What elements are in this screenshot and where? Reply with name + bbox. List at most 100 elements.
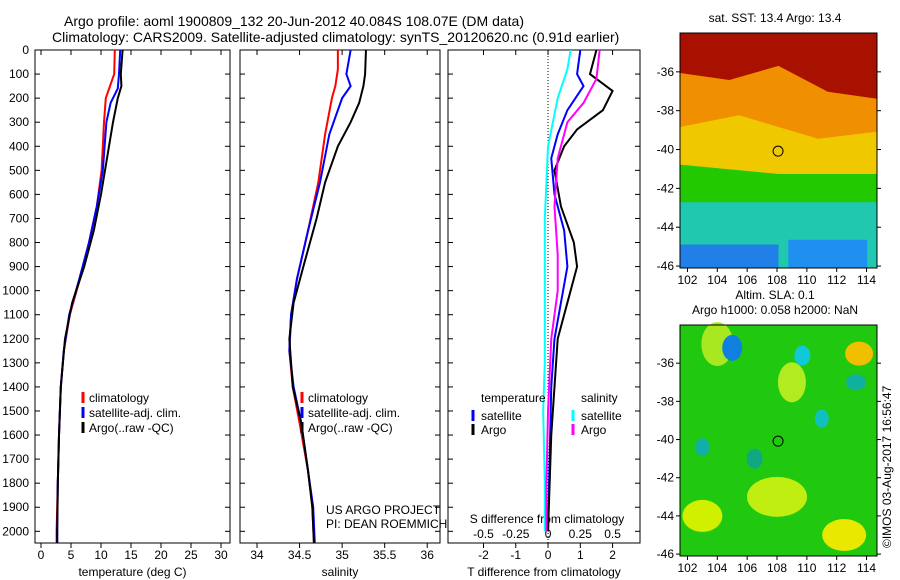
- plot-frame: [447, 49, 641, 544]
- y-tick-label: 1000: [2, 284, 29, 298]
- sla-negative-anomaly: [846, 374, 867, 391]
- legend-label: Argo(..raw -QC): [89, 421, 174, 435]
- series-group: [288, 50, 367, 543]
- lat-tick-label: -36: [657, 65, 675, 79]
- sst-cold-patch: [788, 239, 868, 268]
- y-tick-label: 2000: [2, 524, 29, 538]
- y-tick-label: 300: [9, 115, 29, 129]
- lat-tick-label: -36: [657, 356, 675, 370]
- lat-tick-label: -38: [657, 394, 675, 408]
- lat-tick-label: -42: [657, 181, 675, 195]
- salinity-panel: 34 34.5 35 35.5 36 salinity climatologysatelli…: [239, 49, 441, 579]
- lon-tick-label: 112: [827, 561, 846, 575]
- x2-tick-label: -0.25: [502, 527, 530, 541]
- lat-tick-label: -40: [657, 433, 675, 447]
- y-tick-label: 1100: [3, 308, 29, 322]
- y-tick-label: 1700: [2, 452, 29, 466]
- x-tick-label: 1: [577, 548, 584, 562]
- sla-positive-anomaly: [845, 341, 874, 366]
- sla-negative-anomaly: [746, 448, 763, 469]
- x-tick-label: -1: [510, 548, 521, 562]
- y-tick-label: 700: [9, 211, 29, 225]
- x2-tick-label: 0: [545, 527, 552, 541]
- project-credit: US ARGO PROJECT: [326, 503, 441, 517]
- lon-tick-label: 102: [677, 561, 697, 575]
- lon-tick-label: 112: [827, 273, 846, 287]
- series-line-argo-raw-qc-: [56, 50, 124, 543]
- x-tick-label: 15: [124, 548, 138, 562]
- series-group: [55, 50, 124, 543]
- x2-tick-label: 0.25: [569, 527, 593, 541]
- legend-heading-salinity: salinity: [581, 391, 618, 405]
- legend-label: satellite-adj. clim.: [308, 406, 400, 420]
- map-subtitle: Argo h1000: 0.058 h2000: NaN: [692, 303, 858, 317]
- lon-tick-label: 106: [737, 561, 757, 575]
- series-line-t-argo: [547, 50, 614, 532]
- lon-tick-label: 104: [707, 561, 727, 575]
- lat-tick-label: -40: [657, 143, 675, 157]
- x-axis-label: temperature (deg C): [78, 565, 186, 579]
- legend-label: Argo: [581, 423, 607, 437]
- x-tick-label: 0: [38, 548, 45, 562]
- sla-negative-anomaly: [722, 334, 743, 361]
- x-tick-label: 34.5: [288, 548, 312, 562]
- x-tick-label: 35: [335, 548, 349, 562]
- series-line-satellite-adj-clim-: [288, 50, 352, 543]
- x-tick-label: 36: [421, 548, 435, 562]
- y-tick-label: 200: [9, 91, 29, 105]
- x-tick-label: 5: [68, 548, 75, 562]
- lat-tick-label: -46: [657, 259, 675, 273]
- y-tick-label: 1600: [2, 428, 29, 442]
- y-tick-label: 1200: [2, 332, 29, 346]
- sla-positive-anomaly: [682, 499, 723, 532]
- series-line-satellite-adj-clim-: [56, 50, 122, 543]
- y-tick-label: 600: [9, 187, 29, 201]
- legend-label: Argo(..raw -QC): [308, 421, 393, 435]
- sst-cold-patch: [680, 244, 779, 268]
- y-tick-label: 0: [22, 43, 29, 57]
- figure-subtitle: Climatology: CARS2009. Satellite-adjuste…: [52, 29, 620, 45]
- lon-tick-label: 110: [797, 561, 816, 575]
- lat-tick-label: -38: [657, 104, 675, 118]
- lon-tick-label: 108: [767, 561, 787, 575]
- legend-label: climatology: [308, 391, 368, 405]
- y-tick-label: 100: [9, 67, 29, 81]
- argo-location-marker: [772, 145, 784, 157]
- lon-tick-label: 108: [767, 273, 787, 287]
- sla-negative-anomaly: [794, 345, 811, 366]
- y-tick-label: 500: [9, 163, 29, 177]
- y-tick-label: 1900: [2, 500, 29, 514]
- x-tick-label: 2: [609, 548, 616, 562]
- pi-credit: PI: DEAN ROEMMICH: [326, 517, 447, 531]
- series-line-climatology: [288, 50, 339, 543]
- x2-tick-label: 0.5: [604, 527, 621, 541]
- map-title: Altim. SLA: 0.1: [735, 288, 815, 302]
- y-tick-label: 1500: [2, 404, 29, 418]
- series-line-argo-raw-qc-: [288, 50, 367, 543]
- x-tick-label: 20: [154, 548, 168, 562]
- sla-positive-anomaly: [822, 519, 867, 551]
- plot-frame: [34, 49, 231, 544]
- x-tick-label: -2: [478, 548, 489, 562]
- y-tick-label: 800: [9, 236, 29, 250]
- x-axis-label: salinity: [322, 565, 359, 579]
- x-axis-label: T difference from climatology: [467, 565, 621, 579]
- x-tick-label: 34: [250, 548, 264, 562]
- y-tick-label: 400: [9, 139, 29, 153]
- y-tick-label: 1400: [2, 380, 29, 394]
- x-tick-label: 35.5: [373, 548, 397, 562]
- series-line-t-satellite: [547, 50, 585, 532]
- x-tick-label: 25: [184, 548, 198, 562]
- argo-location-marker: [772, 435, 784, 447]
- series-group: [542, 50, 614, 532]
- temperature-panel: 0100200300400500600700800900100011001200…: [2, 43, 231, 579]
- x2-tick-label: -0.5: [473, 527, 494, 541]
- map-frame: [679, 32, 878, 269]
- sla-negative-anomaly: [814, 409, 829, 428]
- lat-tick-label: -44: [657, 220, 675, 234]
- lon-tick-label: 106: [737, 273, 757, 287]
- lat-tick-label: -46: [657, 547, 675, 561]
- y-tick-label: 1300: [2, 356, 29, 370]
